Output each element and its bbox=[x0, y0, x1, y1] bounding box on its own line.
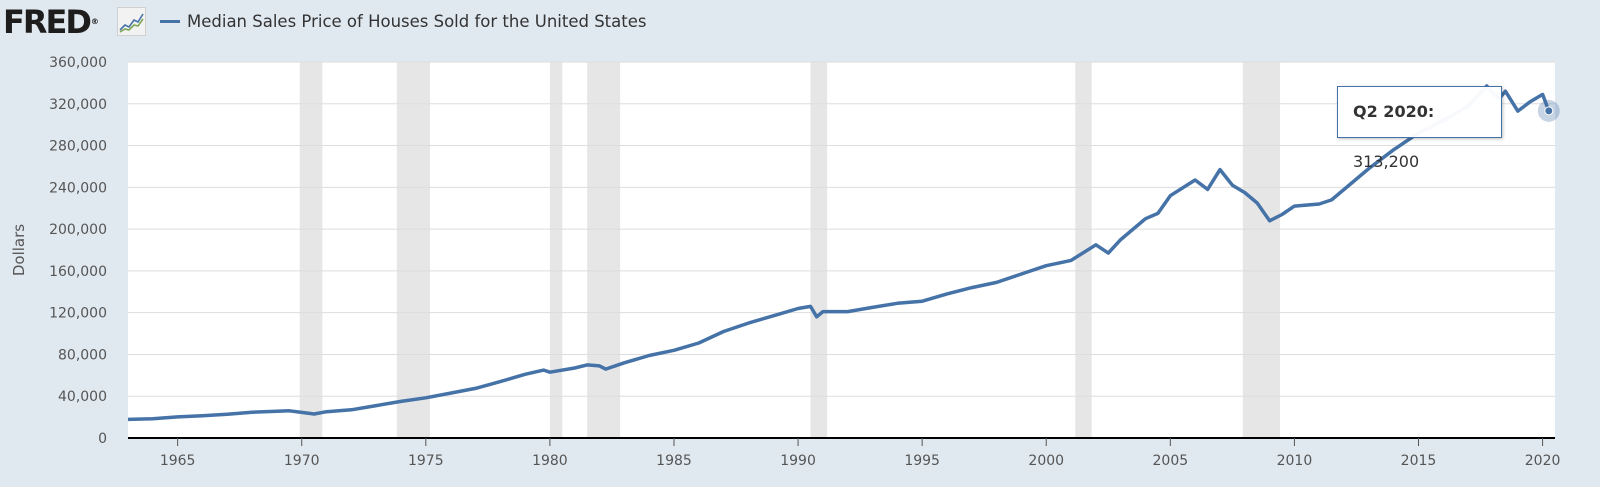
chart-title[interactable]: Median Sales Price of Houses Sold for th… bbox=[187, 12, 647, 31]
x-tick-label: 1975 bbox=[408, 453, 444, 469]
x-tick-label: 1985 bbox=[656, 453, 692, 469]
x-tick-label: 2015 bbox=[1401, 453, 1437, 469]
line-graph-icon bbox=[117, 7, 146, 36]
x-tick-label: 1970 bbox=[284, 453, 320, 469]
recession-band bbox=[1242, 62, 1281, 438]
registered-mark: ® bbox=[90, 17, 99, 26]
recession-shading bbox=[299, 62, 1281, 438]
gridlines bbox=[128, 61, 1555, 397]
x-tick-label: 2005 bbox=[1153, 453, 1189, 469]
x-axis: 1965 1970 1975 1980 1985 1990 1995 2000 2005 2010… bbox=[128, 437, 1561, 469]
y-tick-label: 120,000 bbox=[49, 306, 107, 322]
y-tick-label: 80,000 bbox=[58, 347, 107, 363]
y-tick-label: 40,000 bbox=[58, 389, 107, 405]
y-tick-label: 0 bbox=[98, 431, 107, 447]
x-tick-label: 1995 bbox=[904, 453, 940, 469]
x-tick-label: 1965 bbox=[160, 453, 196, 469]
recession-band bbox=[549, 62, 563, 438]
x-tick-label: 2020 bbox=[1525, 453, 1561, 469]
recession-band bbox=[299, 62, 323, 438]
y-tick-label: 240,000 bbox=[49, 180, 107, 196]
recession-band bbox=[1075, 62, 1092, 438]
series-line[interactable] bbox=[127, 84, 1551, 422]
hover-point[interactable] bbox=[1544, 106, 1554, 116]
legend-line-swatch bbox=[160, 20, 180, 23]
x-tick-label: 2010 bbox=[1277, 453, 1313, 469]
y-tick-label: 200,000 bbox=[49, 222, 107, 238]
y-axis-label: Dollars bbox=[10, 224, 28, 276]
y-tick-label: 280,000 bbox=[49, 139, 107, 155]
recession-band bbox=[587, 62, 621, 438]
chart-header: FRED® Median Sales Price of Houses Sold … bbox=[0, 0, 1600, 46]
tooltip: Q2 2020: 313,200 bbox=[1337, 86, 1502, 171]
tooltip-label: Q2 2020: bbox=[1353, 102, 1435, 121]
y-tick-label: 160,000 bbox=[49, 264, 107, 280]
plot-area bbox=[128, 62, 1555, 438]
y-tick-label: 320,000 bbox=[49, 97, 107, 113]
tooltip-value: 313,200 bbox=[1353, 152, 1420, 171]
x-tick-label: 2000 bbox=[1028, 453, 1064, 469]
x-tick-label: 1990 bbox=[780, 453, 816, 469]
recession-band bbox=[396, 62, 431, 438]
series-layer[interactable] bbox=[127, 84, 1560, 422]
x-tick-label: 1980 bbox=[532, 453, 568, 469]
recession-band bbox=[810, 62, 828, 438]
fred-logo[interactable]: FRED® bbox=[3, 3, 99, 41]
y-axis: 0 40,000 80,000 120,000 160,000 200,000 240,00… bbox=[49, 55, 107, 447]
y-tick-label: 360,000 bbox=[49, 55, 107, 71]
